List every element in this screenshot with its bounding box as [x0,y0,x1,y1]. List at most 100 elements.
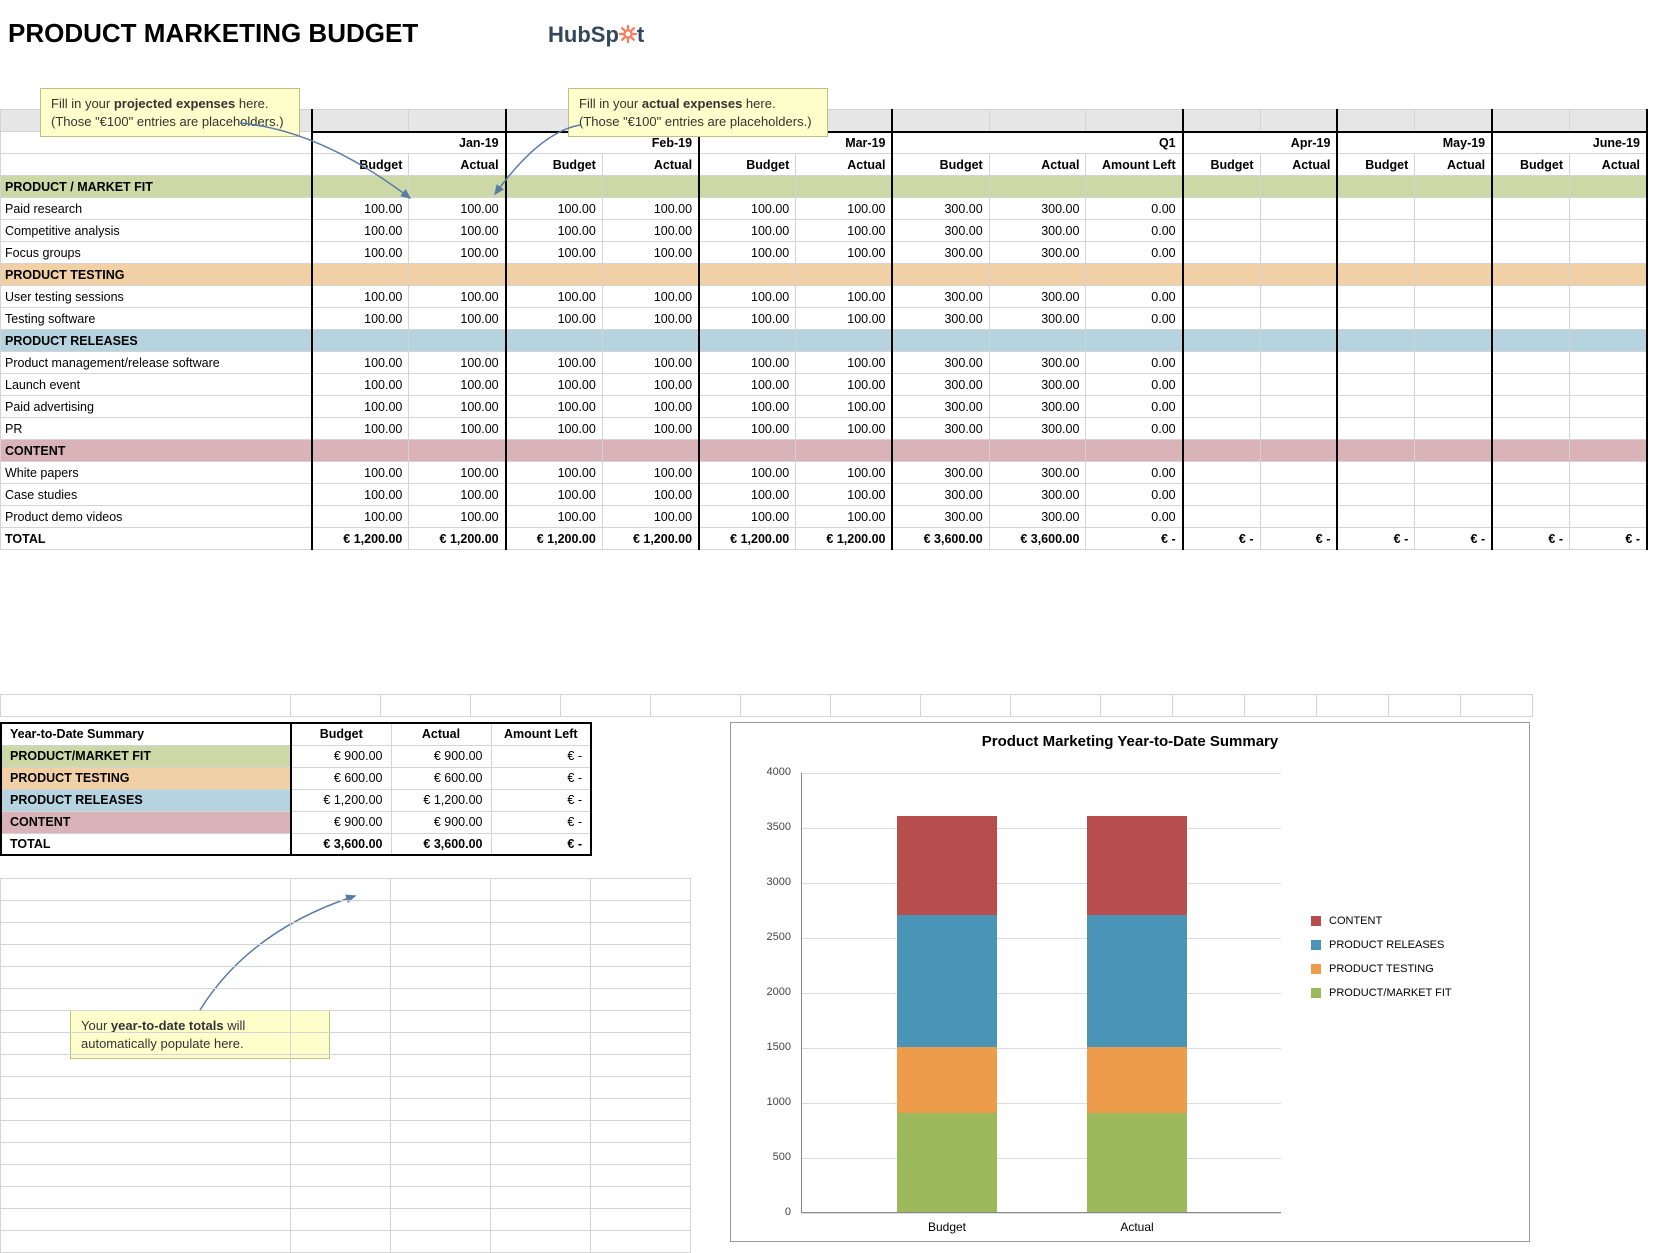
budget-cell[interactable] [1183,462,1260,484]
budget-cell[interactable]: 100.00 [602,220,699,242]
budget-cell[interactable] [1492,396,1569,418]
budget-cell[interactable]: 0.00 [1086,352,1183,374]
budget-cell[interactable]: 300.00 [892,308,989,330]
budget-cell[interactable]: 100.00 [506,374,603,396]
budget-cell[interactable]: 100.00 [699,198,796,220]
budget-cell[interactable]: 100.00 [312,418,409,440]
budget-cell[interactable] [1183,198,1260,220]
budget-cell[interactable] [1337,308,1414,330]
budget-cell[interactable] [1337,242,1414,264]
budget-cell[interactable] [1492,352,1569,374]
budget-cell[interactable]: 100.00 [699,374,796,396]
budget-cell[interactable]: 300.00 [989,242,1086,264]
budget-cell[interactable] [1492,220,1569,242]
budget-cell[interactable]: 100.00 [409,352,506,374]
budget-cell[interactable] [1492,484,1569,506]
budget-cell[interactable] [1260,484,1337,506]
budget-cell[interactable] [1183,506,1260,528]
budget-cell[interactable] [1260,308,1337,330]
budget-cell[interactable] [1260,220,1337,242]
budget-cell[interactable] [1260,352,1337,374]
budget-cell[interactable] [1415,352,1492,374]
budget-cell[interactable]: 300.00 [892,506,989,528]
budget-cell[interactable]: 300.00 [989,484,1086,506]
budget-cell[interactable] [1415,374,1492,396]
budget-cell[interactable]: 100.00 [312,242,409,264]
budget-cell[interactable]: 100.00 [506,198,603,220]
budget-cell[interactable]: 100.00 [602,374,699,396]
budget-cell[interactable]: 100.00 [602,198,699,220]
budget-cell[interactable] [1337,462,1414,484]
budget-cell[interactable] [1492,374,1569,396]
budget-cell[interactable]: 100.00 [312,308,409,330]
budget-cell[interactable] [1415,198,1492,220]
budget-cell[interactable]: 300.00 [892,242,989,264]
budget-cell[interactable] [1415,418,1492,440]
budget-cell[interactable]: 100.00 [699,396,796,418]
budget-cell[interactable] [1337,396,1414,418]
budget-cell[interactable]: 100.00 [312,374,409,396]
budget-cell[interactable] [1337,418,1414,440]
budget-cell[interactable]: 100.00 [312,220,409,242]
budget-cell[interactable]: 300.00 [892,220,989,242]
budget-cell[interactable]: 100.00 [312,198,409,220]
budget-cell[interactable]: 100.00 [506,396,603,418]
budget-cell[interactable] [1415,242,1492,264]
budget-cell[interactable]: 100.00 [796,396,893,418]
budget-cell[interactable]: 100.00 [409,198,506,220]
budget-cell[interactable]: 100.00 [602,506,699,528]
budget-cell[interactable]: 300.00 [989,198,1086,220]
budget-cell[interactable] [1337,374,1414,396]
budget-cell[interactable]: 0.00 [1086,286,1183,308]
budget-cell[interactable]: 100.00 [506,242,603,264]
budget-cell[interactable]: 100.00 [506,484,603,506]
budget-cell[interactable] [1415,484,1492,506]
budget-cell[interactable]: 100.00 [699,308,796,330]
budget-cell[interactable] [1570,308,1647,330]
budget-cell[interactable] [1570,352,1647,374]
budget-cell[interactable]: 100.00 [409,506,506,528]
budget-cell[interactable] [1492,198,1569,220]
budget-cell[interactable] [1183,308,1260,330]
budget-cell[interactable]: 300.00 [892,484,989,506]
budget-cell[interactable]: 300.00 [989,286,1086,308]
budget-cell[interactable]: 300.00 [989,462,1086,484]
budget-cell[interactable]: 100.00 [796,462,893,484]
budget-cell[interactable]: 100.00 [699,242,796,264]
budget-cell[interactable] [1260,242,1337,264]
budget-cell[interactable] [1492,308,1569,330]
budget-cell[interactable]: 100.00 [506,418,603,440]
budget-cell[interactable]: 300.00 [892,198,989,220]
budget-cell[interactable]: 100.00 [699,220,796,242]
budget-cell[interactable] [1492,462,1569,484]
budget-cell[interactable]: 300.00 [989,374,1086,396]
budget-cell[interactable]: 100.00 [796,286,893,308]
budget-cell[interactable]: 0.00 [1086,396,1183,418]
budget-cell[interactable] [1570,374,1647,396]
budget-cell[interactable]: 300.00 [892,462,989,484]
budget-cell[interactable] [1492,418,1569,440]
budget-cell[interactable]: 300.00 [892,418,989,440]
budget-cell[interactable]: 0.00 [1086,506,1183,528]
budget-cell[interactable]: 100.00 [506,506,603,528]
budget-cell[interactable]: 300.00 [892,286,989,308]
budget-cell[interactable]: 0.00 [1086,462,1183,484]
budget-cell[interactable] [1337,484,1414,506]
budget-cell[interactable] [1415,220,1492,242]
budget-cell[interactable]: 100.00 [312,352,409,374]
budget-cell[interactable]: 100.00 [506,462,603,484]
budget-cell[interactable] [1570,462,1647,484]
budget-cell[interactable]: 100.00 [796,352,893,374]
budget-cell[interactable]: 100.00 [602,484,699,506]
budget-cell[interactable]: 0.00 [1086,418,1183,440]
budget-cell[interactable] [1570,198,1647,220]
budget-cell[interactable]: 100.00 [409,396,506,418]
budget-cell[interactable] [1492,242,1569,264]
budget-cell[interactable]: 100.00 [506,286,603,308]
budget-cell[interactable]: 100.00 [409,286,506,308]
budget-cell[interactable] [1415,308,1492,330]
budget-cell[interactable]: 100.00 [796,418,893,440]
budget-cell[interactable]: 100.00 [602,286,699,308]
budget-cell[interactable] [1183,484,1260,506]
budget-cell[interactable] [1415,286,1492,308]
